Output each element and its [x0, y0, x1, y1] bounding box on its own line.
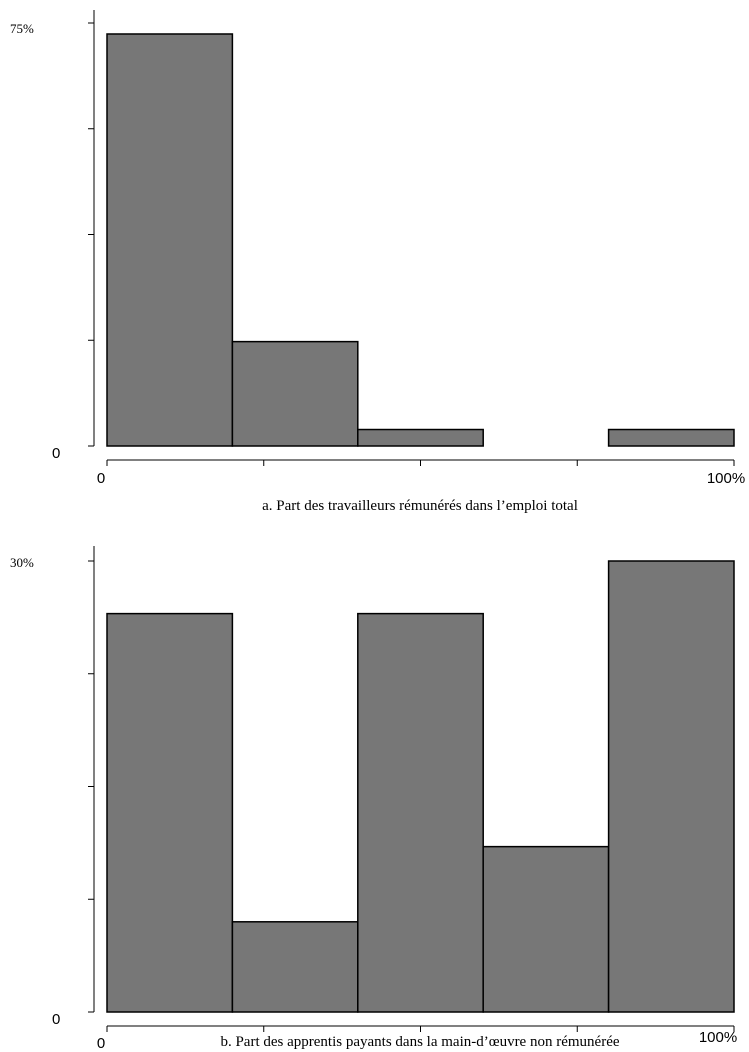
bars-b: [106, 560, 735, 1013]
bar-b-5: [607, 560, 735, 1013]
x-tick-label-left-a: 0: [97, 470, 105, 487]
chart-caption-a: a. Part des travailleurs rémunérés dans …: [262, 498, 578, 514]
y-tick-label-bottom-a: 0: [52, 445, 60, 462]
x-ticks-a: [106, 460, 735, 466]
panel-b: 30% 0 0 100% b. Part des apprentis payan…: [10, 546, 737, 1052]
bar-a-2: [231, 340, 359, 447]
x-tick-label-left-b: 0: [97, 1035, 105, 1052]
y-tick-label-top-b: 30%: [10, 555, 34, 570]
y-tick-label-bottom-b: 0: [52, 1011, 60, 1028]
bar-a-5: [607, 428, 735, 447]
x-ticks-b: [106, 1026, 735, 1032]
bar-a-1: [106, 33, 234, 447]
bar-b-2: [231, 921, 359, 1013]
chart-caption-b: b. Part des apprentis payants dans la ma…: [220, 1034, 619, 1050]
bar-b-3: [357, 612, 484, 1013]
bar-a-3: [357, 428, 484, 447]
bar-b-4: [482, 845, 610, 1013]
bar-b-1: [106, 612, 234, 1013]
y-tick-label-top-a: 75%: [10, 21, 34, 36]
x-tick-label-right-b: 100%: [699, 1029, 737, 1046]
x-tick-label-right-a: 100%: [707, 470, 745, 487]
y-ticks-b: [88, 560, 94, 1013]
bars-a: [106, 33, 735, 447]
panel-a: 75% 0 0 100% a. Part des travailleurs ré…: [10, 10, 745, 514]
y-ticks-a: [88, 22, 94, 447]
